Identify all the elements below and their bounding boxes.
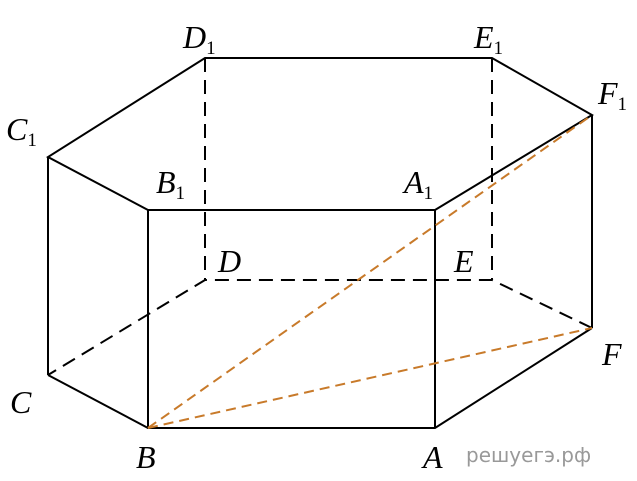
top-face: [46, 57, 594, 211]
diagonal: [147, 327, 593, 429]
vertex-label: D: [217, 243, 241, 279]
vertex-label: B: [136, 439, 156, 475]
vertex-label: C: [10, 384, 32, 420]
vertex-label: E: [453, 243, 474, 279]
watermark: решуегэ.рф: [466, 443, 591, 467]
vertex-label: C1: [6, 111, 37, 151]
vertex-label: A1: [402, 164, 433, 204]
vertex-label: D1: [182, 19, 216, 59]
vertex-label: F: [601, 336, 622, 372]
hidden-bottom-edges: [47, 279, 593, 376]
vertex-label: E1: [473, 19, 503, 59]
vertex-label: B1: [156, 164, 185, 204]
diagonal: [147, 114, 593, 429]
vertex-label: A: [421, 439, 443, 475]
bottom-edges: [47, 327, 593, 429]
edges: [46, 57, 594, 429]
vertex-label: F1: [597, 75, 627, 115]
